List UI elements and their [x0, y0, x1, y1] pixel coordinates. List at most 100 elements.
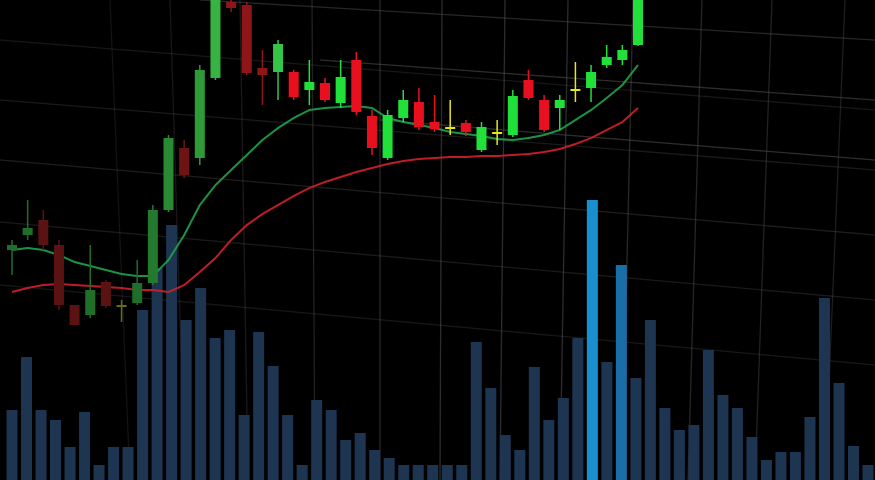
volume-bar: [557, 398, 569, 480]
volume-bar: [702, 350, 714, 480]
volume-bar: [673, 430, 685, 480]
candle-body: [69, 305, 80, 325]
volume-bar: [789, 452, 801, 480]
volume-bar: [688, 425, 700, 480]
candle-body: [163, 138, 174, 210]
volume-bar: [499, 435, 511, 480]
volume-bar: [209, 338, 221, 480]
volume-bar: [775, 452, 787, 480]
volume-bar: [601, 362, 613, 480]
candle-body: [85, 290, 96, 315]
volume-bar: [180, 320, 192, 480]
volume-bar: [659, 408, 671, 480]
volume-bar: [369, 450, 381, 480]
candle-body: [241, 5, 252, 73]
volume-bar: [122, 447, 134, 480]
candle-body: [351, 60, 362, 112]
volume-bar: [833, 383, 845, 480]
volume-bar: [731, 408, 743, 480]
candle-body: [288, 72, 299, 97]
candle-body: [601, 57, 612, 65]
candle-body: [38, 220, 49, 245]
candle-body: [554, 100, 565, 108]
candle-body: [492, 132, 503, 134]
volume-bar: [514, 450, 526, 480]
volume-bar: [760, 460, 772, 480]
volume-bar: [470, 342, 482, 480]
volume-bar: [572, 338, 584, 480]
candle-body: [22, 228, 33, 235]
candle-body: [257, 68, 268, 75]
volume-bar: [427, 465, 439, 480]
volume-bar: [818, 298, 830, 480]
candle-body: [476, 127, 487, 150]
candle-body: [366, 116, 377, 148]
volume-bar: [456, 465, 468, 480]
volume-bar: [108, 447, 120, 480]
volume-bar: [528, 367, 540, 480]
volume-bar: [93, 465, 105, 480]
candle-body: [507, 96, 518, 135]
volume-bar: [630, 378, 642, 480]
volume-bar: [847, 446, 859, 480]
candle-body: [179, 148, 190, 175]
volume-bar: [21, 357, 33, 480]
volume-bar: [296, 465, 308, 480]
volume-bar: [267, 366, 279, 480]
candle-body: [116, 305, 127, 307]
volume-bar: [615, 265, 627, 480]
volume-bar: [64, 447, 76, 480]
volume-bar: [195, 288, 207, 480]
candle-body: [382, 115, 393, 158]
candle-body: [335, 77, 346, 103]
volume-bar: [485, 388, 497, 480]
candle-body: [539, 100, 550, 130]
candle-body: [304, 82, 315, 90]
candle-body: [7, 245, 17, 250]
volume-bar: [644, 320, 656, 480]
candle-body: [633, 0, 643, 45]
volume-bar: [311, 400, 323, 480]
volume-bar: [35, 410, 47, 480]
candle-body: [617, 50, 628, 60]
volume-bar: [50, 420, 62, 480]
candle-body: [53, 245, 64, 305]
volume-bar: [717, 395, 729, 480]
volume-bar: [238, 415, 250, 480]
volume-bar: [398, 465, 410, 480]
volume-bar: [79, 412, 91, 480]
moving-average-line: [11, 107, 639, 294]
candle-body: [132, 283, 143, 303]
volume-bar: [137, 310, 149, 480]
moving-average-line: [11, 64, 639, 277]
volume-bar: [586, 200, 598, 480]
volume-bar: [412, 465, 424, 480]
candle-body: [429, 122, 440, 129]
volume-bar: [441, 465, 453, 480]
candle-body: [100, 282, 111, 306]
candle-body: [523, 80, 534, 98]
candle-body: [147, 210, 158, 283]
volume-bar: [282, 415, 294, 480]
candle-body: [210, 0, 221, 78]
candle-body: [226, 2, 237, 8]
volume-bar: [325, 410, 337, 480]
volume-bar: [862, 465, 874, 480]
candle-body: [586, 72, 597, 88]
candle-body: [194, 70, 205, 158]
volume-bar: [340, 440, 352, 480]
candle-body: [445, 127, 456, 129]
volume-bar: [383, 458, 395, 480]
candle-body: [570, 89, 581, 91]
volume-bar: [151, 268, 163, 480]
volume-bar: [6, 410, 18, 480]
candle-body: [320, 83, 330, 100]
volume-bar: [746, 437, 758, 480]
volume-bar: [354, 433, 366, 480]
volume-bar: [224, 330, 236, 480]
candle-body: [413, 102, 424, 127]
volume-bar: [166, 225, 178, 480]
volume-bar: [543, 420, 555, 480]
